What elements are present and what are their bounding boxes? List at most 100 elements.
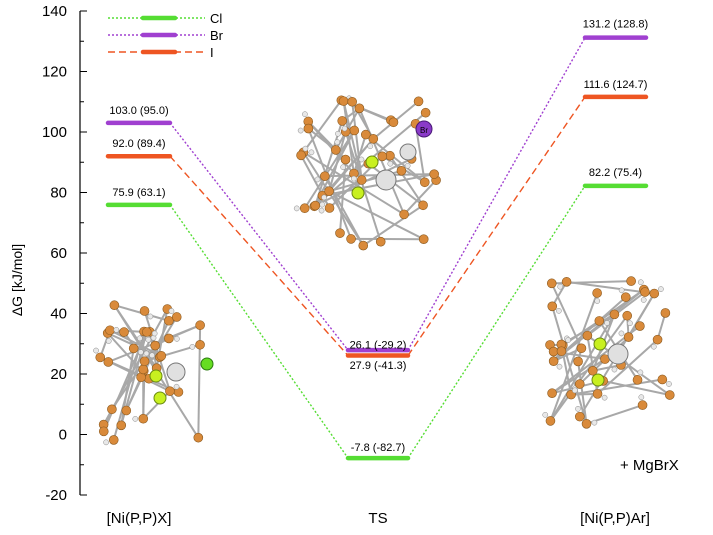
carbon-atom (195, 320, 205, 331)
hydrogen-atom (638, 394, 645, 401)
bond (307, 128, 352, 240)
carbon-atom (171, 312, 182, 322)
energy-levels (105, 35, 649, 461)
carbon-atom (399, 209, 409, 220)
carbon-atom (375, 236, 386, 247)
hydrogen-atom (293, 205, 300, 212)
hydrogen-atom (542, 411, 549, 418)
carbon-atom (657, 374, 668, 385)
carbon-atom (108, 435, 119, 445)
hydrogen-atom (557, 283, 564, 290)
carbon-atom (377, 151, 388, 162)
phosphorus-atom (351, 186, 365, 200)
hydrogen-atom (151, 330, 158, 337)
hydrogen-atom (143, 350, 150, 357)
category-labels: [Ni(P,P)X] TS [Ni(P,P)Ar] (107, 510, 650, 527)
value-label-br: 131.2 (128.8) (583, 19, 648, 31)
carbon-atom (299, 203, 310, 214)
bond (342, 100, 363, 181)
hydrogen-atom (149, 352, 155, 359)
hydrogen-atom (340, 164, 346, 171)
hydrogen-atom (404, 162, 411, 169)
hydrogen-atom (658, 286, 664, 292)
hydrogen-atom (611, 366, 618, 373)
carbon-atom (574, 379, 585, 389)
carbon-atom (635, 321, 645, 331)
connector-i (407, 96, 586, 356)
carbon-atom (107, 404, 117, 415)
phosphorus-atom (153, 391, 167, 405)
bond (596, 338, 659, 395)
hydrogen-atom (132, 416, 139, 422)
bond (328, 138, 375, 192)
carbon-atom (324, 203, 335, 213)
bond (592, 364, 622, 372)
hydrogen-atom (341, 125, 348, 132)
molecule-product (542, 276, 675, 429)
hydrogen-atom (637, 369, 644, 376)
hydrogen-atom (113, 326, 120, 333)
carbon-atom (575, 411, 585, 422)
hydrogen-atom (174, 336, 180, 342)
carbon-atom (116, 420, 127, 431)
carbon-atom (296, 150, 306, 161)
hydrogen-atom (604, 320, 610, 326)
value-label-i: 92.0 (89.4) (112, 138, 165, 150)
carbon-atom (193, 432, 204, 443)
y-tick-label: 100 (42, 124, 67, 141)
carbon-atom (573, 356, 583, 367)
carbon-atom (649, 288, 660, 299)
hydrogen-atom (302, 111, 308, 118)
carbon-atom (594, 316, 605, 326)
carbon-atom (622, 310, 633, 321)
bond (577, 361, 588, 424)
carbon-atom (632, 375, 643, 385)
hydrogen-atom (601, 394, 608, 401)
connector-cl (169, 204, 349, 459)
carbon-atom (418, 200, 428, 211)
carbon-atom (103, 357, 114, 367)
carbon-atom (546, 278, 557, 289)
carbon-atom (545, 416, 556, 426)
carbon-atom (165, 386, 175, 396)
carbon-atom (330, 145, 341, 155)
value-label-cl: -7.8 (-82.7) (351, 442, 405, 454)
connector-br (169, 122, 349, 351)
phosphorus-atom (591, 373, 605, 387)
hydrogen-atom (335, 130, 341, 137)
bond (342, 100, 355, 174)
value-label-br: 103.0 (95.0) (109, 105, 168, 117)
carbon-atom (561, 277, 572, 287)
carbon-atom (592, 389, 603, 399)
carbon-atom (356, 175, 367, 185)
y-tick-label: 0 (59, 427, 67, 444)
hydrogen-atom (137, 349, 144, 355)
hydrogen-atom (594, 298, 601, 304)
carbon-atom (547, 301, 558, 312)
category-label: TS (368, 510, 387, 527)
carbon-atom (335, 228, 345, 238)
hydrogen-atom (387, 160, 394, 167)
carbon-atom (138, 413, 149, 424)
bond (549, 313, 616, 422)
carbon-atom (660, 308, 671, 318)
carbon-atom (141, 327, 152, 337)
y-axis-label: ΔG [kJ/mol] (9, 244, 25, 316)
value-label-cl: 82.2 (75.4) (589, 167, 642, 179)
hydrogen-atom (640, 297, 647, 303)
value-labels: 75.9 (63.1) -7.8 (-82.7) 82.2 (75.4) 103.0 … (109, 19, 648, 454)
hydrogen-atom (358, 156, 365, 163)
carbon-atom (581, 418, 592, 429)
phosphorus-atom (593, 337, 607, 351)
carbon-atom (337, 116, 348, 126)
carbon-atom (98, 426, 109, 437)
hydrogen-atom (575, 405, 581, 412)
bond (549, 292, 599, 422)
carbon-atom (320, 171, 330, 181)
magnesium-atom (399, 143, 417, 161)
carbon-atom (429, 169, 439, 179)
bond (570, 378, 663, 396)
carbon-atom (119, 327, 129, 337)
hydrogen-atom (367, 143, 374, 150)
